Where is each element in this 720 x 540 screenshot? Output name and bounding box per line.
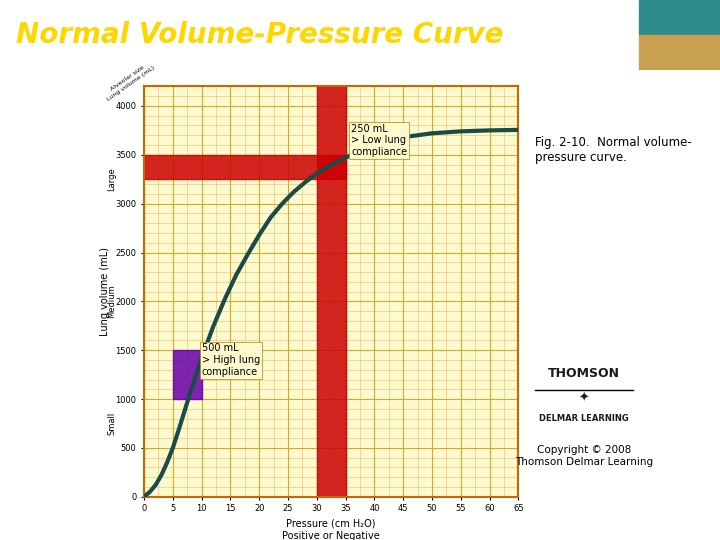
Bar bbox=[639, 0, 720, 35]
Text: 250 mL
> Low lung
compliance: 250 mL > Low lung compliance bbox=[351, 124, 408, 157]
Text: 500 mL
> High lung
compliance: 500 mL > High lung compliance bbox=[202, 343, 260, 377]
Text: Medium: Medium bbox=[107, 285, 116, 318]
Text: Copyright © 2008
Thomson Delmar Learning: Copyright © 2008 Thomson Delmar Learning bbox=[515, 445, 653, 467]
Bar bbox=[173, 350, 202, 399]
Text: ✦: ✦ bbox=[579, 392, 589, 405]
Y-axis label: Lung volume (mL): Lung volume (mL) bbox=[99, 247, 109, 336]
Text: Small: Small bbox=[107, 412, 116, 435]
Text: DELMAR LEARNING: DELMAR LEARNING bbox=[539, 414, 629, 423]
Text: Normal Volume-Pressure Curve: Normal Volume-Pressure Curve bbox=[16, 21, 503, 49]
X-axis label: Pressure (cm H₂O)
Positive or Negative: Pressure (cm H₂O) Positive or Negative bbox=[282, 519, 380, 540]
Bar bbox=[144, 155, 346, 179]
Bar bbox=[639, 35, 720, 70]
Text: THOMSON: THOMSON bbox=[548, 367, 620, 380]
Text: Fig. 2-10.  Normal volume-
pressure curve.: Fig. 2-10. Normal volume- pressure curve… bbox=[536, 136, 692, 164]
Text: Alveolar size
Lung volume (mL): Alveolar size Lung volume (mL) bbox=[103, 60, 156, 102]
Text: Large: Large bbox=[107, 167, 116, 191]
Bar bbox=[317, 86, 346, 497]
